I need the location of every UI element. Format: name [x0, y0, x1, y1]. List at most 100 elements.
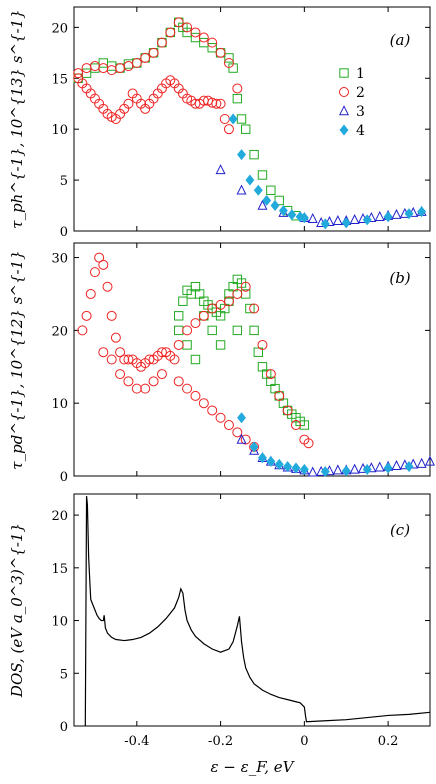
legend-1-marker: [339, 68, 349, 78]
series-4-point: [257, 452, 267, 464]
series-2-point: [123, 354, 134, 365]
series-2-point: [249, 303, 260, 314]
series-2-point: [106, 354, 117, 365]
panel-a-marks: [73, 17, 427, 230]
series-4-point: [287, 209, 297, 221]
series-4-point: [320, 218, 330, 230]
series-2-point: [73, 68, 84, 79]
panel-c-xtick-label: -0.2: [208, 734, 233, 749]
series-3-point: [236, 184, 247, 195]
series-2-point: [89, 267, 100, 278]
series-1-point: [253, 347, 263, 357]
series-1-point: [178, 296, 188, 306]
series-4-point: [262, 194, 272, 207]
panel-a-ytick-label: 15: [51, 72, 68, 87]
series-1-point: [249, 325, 259, 336]
series-2-point: [215, 98, 226, 109]
series-4-point: [249, 441, 259, 453]
panel-b-ytick-label: 20: [51, 324, 68, 339]
series-4-point: [270, 199, 280, 212]
series-2-point: [211, 98, 222, 109]
series-1-point: [236, 114, 247, 124]
series-1-point: [199, 37, 209, 48]
panel-a-ytick-label: 5: [60, 174, 68, 189]
series-3-point: [391, 459, 402, 471]
series-2-point: [123, 61, 134, 72]
series-1-point: [98, 58, 109, 68]
panel-b-frame: [73, 242, 431, 477]
series-2-point: [207, 303, 218, 314]
legend-2-label: 2: [356, 85, 365, 101]
series-2-point: [198, 32, 209, 43]
series-2-point: [232, 288, 243, 299]
series-1-point: [207, 325, 217, 336]
series-2-point: [81, 310, 92, 321]
legend-1-label: 1: [356, 66, 365, 82]
series-1-point: [174, 325, 184, 336]
series-2-point: [131, 58, 142, 68]
series-2-point: [110, 332, 121, 343]
series-4-point: [253, 184, 263, 196]
series-3-point: [236, 433, 247, 444]
series-2-point: [81, 63, 92, 74]
series-2-point: [94, 252, 105, 263]
panel-c-label: (c): [390, 521, 410, 539]
series-2-point: [232, 83, 243, 94]
series-2-point: [144, 354, 155, 365]
series-2-point: [215, 299, 226, 310]
series-2-point: [115, 63, 126, 74]
series-1-point: [182, 340, 192, 350]
legend-3-label: 3: [356, 104, 365, 120]
series-3-point: [374, 461, 385, 472]
panel-c-xlabel: ε − ε_F, eV: [210, 758, 295, 776]
series-4-point: [228, 113, 238, 125]
series-2-point: [123, 98, 134, 109]
series-2-point: [98, 63, 109, 74]
series-2-point: [223, 124, 234, 135]
legend-4-marker: [339, 124, 349, 136]
series-1-point: [81, 68, 92, 78]
series-4-point: [274, 458, 284, 470]
series-4-point: [383, 211, 393, 223]
series-4-point: [237, 412, 247, 424]
series-2-point: [190, 318, 201, 329]
series-3-point: [215, 164, 226, 175]
series-4-point: [417, 206, 427, 218]
series-3-point: [424, 455, 436, 466]
series-4-point: [245, 174, 255, 186]
series-2-point: [148, 376, 159, 387]
panel-c-marks: [84, 496, 431, 727]
series-1-point: [215, 340, 226, 350]
series-4-point: [266, 455, 276, 468]
legend-4-label: 4: [356, 123, 365, 139]
panel-c-xticks: -0.4 -0.2 0 0.2: [124, 734, 398, 749]
series-4-point: [362, 214, 372, 226]
panel-b-ytick-label: 0: [60, 470, 68, 485]
series-2-point: [265, 369, 276, 380]
series-2-point: [140, 383, 151, 394]
panel-b-label: (b): [389, 269, 410, 287]
series-3-point: [349, 463, 360, 474]
series-1-point: [266, 185, 276, 195]
series-3-point: [332, 215, 343, 226]
series-2-point: [115, 347, 126, 358]
panel-b-marks: [77, 252, 436, 478]
series-2-point: [148, 47, 159, 58]
series-2-point: [198, 310, 209, 321]
series-4-point: [237, 149, 247, 161]
panel-a-label: (a): [390, 31, 411, 49]
series-2-point: [198, 398, 209, 409]
panel-b-ytick-label: 30: [51, 252, 68, 267]
legend-3-marker: [338, 105, 350, 116]
series-2-point: [207, 405, 218, 416]
series-2-point: [282, 405, 293, 416]
panel-c-ytick-label: 10: [51, 615, 68, 630]
series-2-point: [106, 310, 117, 321]
series-2-point: [123, 376, 134, 387]
legend-2-marker: [339, 87, 349, 97]
series-2-point: [169, 354, 180, 365]
panel-c: 0 5 10 15 20 -0.4 -0.2 0 0.2 (c) DOS, (eV a_0^3…: [8, 493, 431, 776]
series-2-point: [290, 420, 301, 431]
panel-c-xtick-label: -0.4: [124, 734, 149, 749]
